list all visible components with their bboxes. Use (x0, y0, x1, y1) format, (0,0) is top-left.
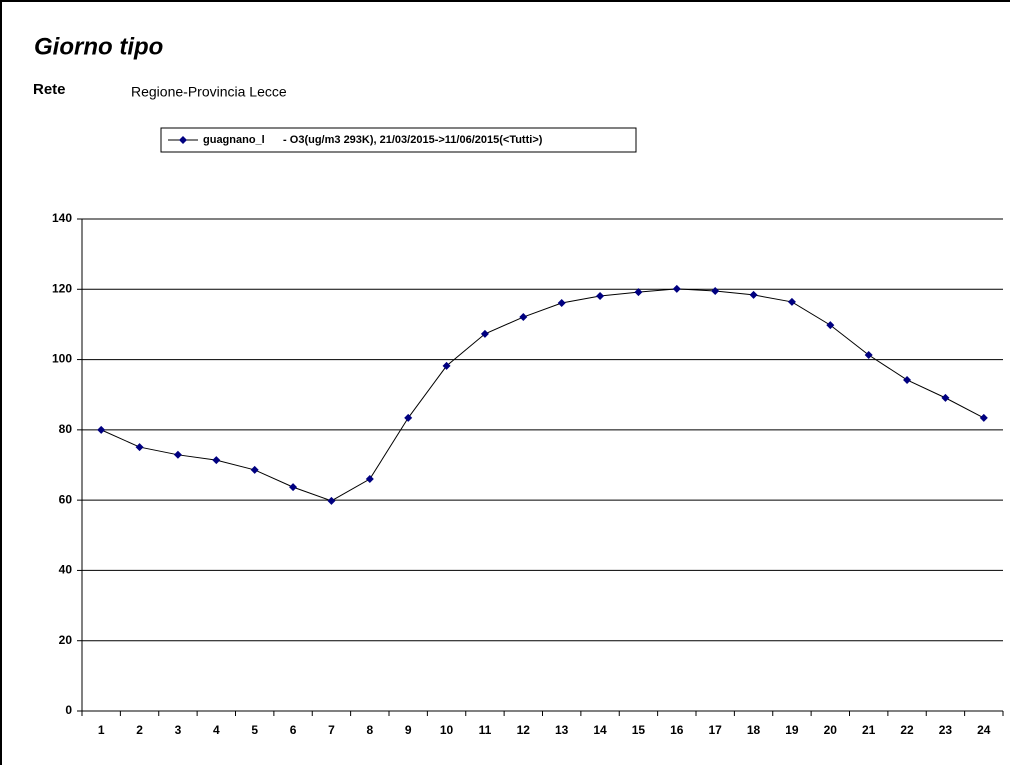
point (749, 290, 758, 299)
point (365, 475, 374, 484)
chart-title: Giorno tipo (34, 33, 163, 60)
x-tick-label: 3 (175, 723, 182, 737)
x-tick-label: 8 (366, 723, 373, 737)
point (787, 297, 796, 306)
x-tick-label: 22 (900, 723, 914, 737)
point (404, 413, 413, 422)
y-tick-label: 80 (59, 422, 73, 436)
legend-marker (179, 136, 187, 144)
y-tick-label: 120 (52, 281, 72, 295)
legend-box (160, 127, 637, 153)
point (289, 483, 298, 492)
x-tick-label: 18 (747, 723, 761, 737)
point (442, 361, 451, 370)
x-tick-label: 14 (593, 723, 607, 737)
point (212, 456, 221, 465)
x-tick-label: 16 (670, 723, 684, 737)
x-tick-label: 2 (136, 723, 143, 737)
x-tick-label: 5 (251, 723, 258, 737)
x-tick-label: 23 (939, 723, 953, 737)
x-tick-label: 13 (555, 723, 569, 737)
point (135, 443, 144, 452)
point (941, 393, 950, 402)
y-tick-label: 140 (52, 211, 72, 225)
series-line (100, 288, 985, 502)
x-tick-label: 21 (862, 723, 876, 737)
network: Regione-Provincia Lecce (131, 84, 287, 100)
point (327, 496, 336, 505)
point (826, 321, 835, 330)
point (711, 287, 720, 296)
point (480, 329, 489, 338)
x-tick-label: 17 (709, 723, 723, 737)
x-tick-label: 12 (517, 723, 531, 737)
legend-label: guagnano_l - O3(ug/m3 293K), 21/03/2015-… (203, 134, 543, 146)
network-label: Rete (33, 81, 66, 98)
point (672, 284, 681, 293)
x-tick-label: 1 (98, 723, 105, 737)
x-tick-label: 15 (632, 723, 646, 737)
y-tick-label: 0 (65, 703, 72, 717)
x-tick-label: 4 (213, 723, 220, 737)
point (903, 375, 912, 384)
x-tick-label: 10 (440, 723, 454, 737)
x-tick-label: 19 (785, 723, 799, 737)
point (519, 313, 528, 322)
x-tick-label: 9 (405, 723, 412, 737)
point (864, 351, 873, 360)
point (634, 288, 643, 297)
y-tick-label: 100 (52, 352, 72, 366)
x-tick-label: 20 (824, 723, 838, 737)
point (596, 291, 605, 300)
y-tick-label: 60 (59, 492, 73, 506)
x-tick-label: 11 (479, 723, 492, 737)
point (97, 425, 106, 434)
point (250, 465, 259, 474)
x-tick-label: 6 (290, 723, 297, 737)
y-tick-label: 40 (59, 563, 73, 577)
x-tick-label: 24 (977, 723, 991, 737)
x-tick-label: 7 (328, 723, 335, 737)
y-tick-label: 20 (59, 633, 73, 647)
point (979, 413, 988, 422)
point (173, 450, 182, 459)
point (557, 298, 566, 307)
